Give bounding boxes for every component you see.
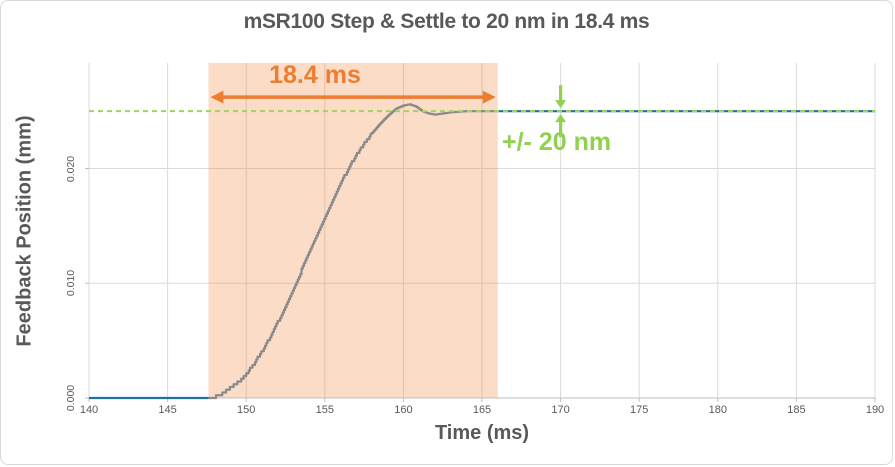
y-tick-label: 0.000 [65,384,77,412]
chart-title: mSR100 Step & Settle to 20 nm in 18.4 ms [243,10,650,33]
x-tick-label: 140 [79,404,99,416]
duration-arrowhead-right [482,90,496,104]
axes-group [85,168,876,402]
x-tick-label: 170 [551,404,570,416]
x-tick-label: 180 [708,404,727,416]
duration-arrowhead-left [210,90,224,104]
x-tick-label: 160 [394,404,413,416]
series-step-rise [208,103,498,400]
gridlines-group [88,63,876,398]
y-tick-label: 0.020 [65,155,77,182]
x-tick-label: 150 [237,404,256,416]
x-tick-label: 145 [158,404,177,416]
y-axis-title: Feedback Position (mm) [13,115,36,347]
tolerance-arrowhead-down [555,100,567,109]
x-tick-label: 165 [472,404,492,416]
tolerance-arrows [555,85,567,138]
x-tick-label: 175 [630,404,649,416]
x-axis-title: Time (ms) [434,422,530,444]
settle-window-rect [208,63,498,398]
settle-duration-annotation: 18.4 ms [269,61,361,89]
x-tick-label: 185 [787,404,806,416]
settle-window-region [208,63,498,398]
x-tick-label: 190 [865,404,885,416]
tolerance-annotation: +/- 20 nm [502,128,612,156]
y-tick-label: 0.010 [65,270,77,297]
x-tick-label: 155 [315,404,334,416]
duration-span-arrow [210,90,496,104]
tolerance-arrowhead-up [555,114,567,123]
